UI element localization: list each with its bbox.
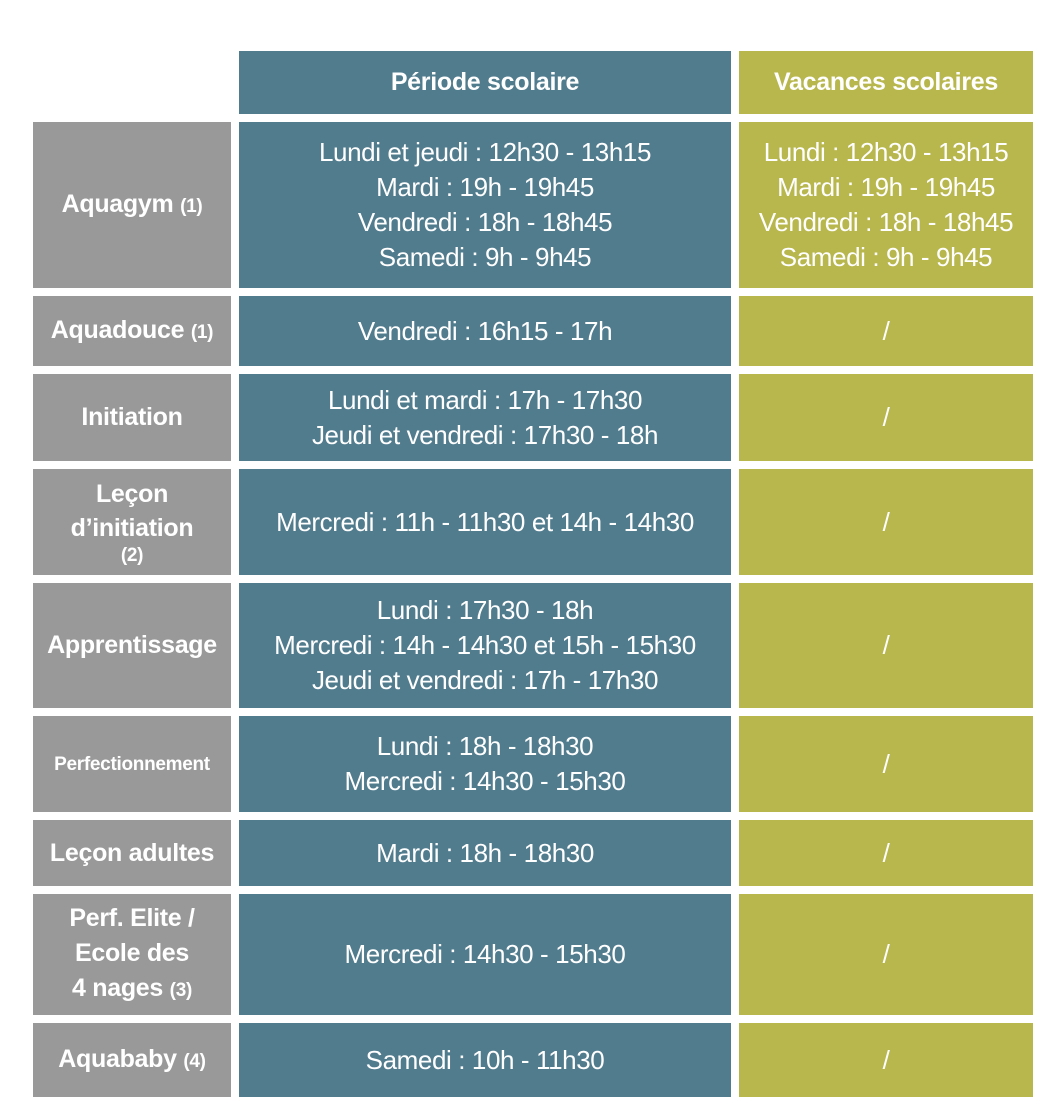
no-session-slash: / <box>882 506 890 537</box>
schedule-line: Samedi : 9h - 9h45 <box>779 242 993 272</box>
school-schedule-aquababy: Samedi : 10h - 11h30 <box>239 1023 731 1097</box>
activity-label: Perfectionnement <box>54 753 210 775</box>
header-school-period: Période scolaire <box>239 51 731 114</box>
footnote-ref: (1) <box>180 195 203 217</box>
schedule-line: Vendredi : 18h - 18h45 <box>357 207 613 237</box>
schedule-line: Jeudi et vendredi : 17h - 17h30 <box>311 665 659 695</box>
schedule-line: Mercredi : 14h30 - 15h30 <box>344 766 626 796</box>
schedule-line: Samedi : 9h - 9h45 <box>378 242 592 272</box>
schedule-line: Lundi et jeudi : 12h30 - 13h15 <box>318 137 652 167</box>
activity-perfectionnement: Perfectionnement <box>33 716 231 812</box>
header-school-holidays: Vacances scolaires <box>739 51 1033 114</box>
schedule-line: Vendredi : 18h - 18h45 <box>758 207 1014 237</box>
activity-label: Apprentissage <box>47 631 217 659</box>
holiday-schedule-apprentissage: / <box>739 583 1033 708</box>
schedule-line: Samedi : 10h - 11h30 <box>365 1044 605 1075</box>
school-schedule-aquadouce: Vendredi : 16h15 - 17h <box>239 296 731 366</box>
activity-label: Ecole des <box>74 939 190 967</box>
holiday-schedule-aquadouce: / <box>739 296 1033 366</box>
school-schedule-perfectionnement: Lundi : 18h - 18h30 Mercredi : 14h30 - 1… <box>239 716 731 812</box>
no-session-slash: / <box>882 748 890 779</box>
footnote-ref: (4) <box>183 1050 206 1072</box>
header-school-period-label: Période scolaire <box>390 68 580 96</box>
schedule-line: Lundi : 17h30 - 18h <box>376 595 594 625</box>
schedule-line: Mercredi : 14h30 - 15h30 <box>344 939 626 969</box>
activity-lecon-initiation: Leçon d’initiation (2) <box>33 469 231 575</box>
schedule-line: Lundi : 12h30 - 13h15 <box>763 137 1009 167</box>
no-session-slash: / <box>882 1044 890 1075</box>
school-schedule-aquagym: Lundi et jeudi : 12h30 - 13h15 Mardi : 1… <box>239 122 731 288</box>
school-schedule-apprentissage: Lundi : 17h30 - 18h Mercredi : 14h - 14h… <box>239 583 731 708</box>
holiday-schedule-perfectionnement: / <box>739 716 1033 812</box>
activity-label: Initiation <box>81 403 183 431</box>
holiday-schedule-aquababy: / <box>739 1023 1033 1097</box>
schedule-line: Mercredi : 14h - 14h30 et 15h - 15h30 <box>274 630 696 660</box>
activity-label: d’initiation <box>70 514 194 542</box>
footnote-ref: (1) <box>190 321 214 343</box>
holiday-schedule-lecon-adultes: / <box>739 820 1033 886</box>
schedule-line: Lundi et mardi : 17h - 17h30 <box>327 384 643 415</box>
no-session-slash: / <box>882 402 890 432</box>
activity-apprentissage: Apprentissage <box>33 583 231 708</box>
holiday-schedule-perf-elite: / <box>739 894 1033 1015</box>
schedule-line: Vendredi : 16h15 - 17h <box>357 315 613 346</box>
school-schedule-lecon-adultes: Mardi : 18h - 18h30 <box>239 820 731 886</box>
no-session-slash: / <box>882 837 890 868</box>
no-session-slash: / <box>882 315 890 346</box>
holiday-schedule-initiation: / <box>739 374 1033 461</box>
school-schedule-perf-elite: Mercredi : 14h30 - 15h30 <box>239 894 731 1015</box>
footnote-ref: (3) <box>169 980 193 1001</box>
header-school-holidays-label: Vacances scolaires <box>774 68 998 96</box>
activity-label: Aquadouce <box>50 315 185 344</box>
activity-initiation: Initiation <box>33 374 231 461</box>
schedule-line: Lundi : 18h - 18h30 <box>376 731 594 761</box>
activity-label: Aquababy <box>58 1044 177 1073</box>
no-session-slash: / <box>882 630 890 660</box>
holiday-schedule-lecon-initiation: / <box>739 469 1033 575</box>
schedule-line: Jeudi et vendredi : 17h30 - 18h <box>311 419 659 450</box>
schedule-line: Mardi : 19h - 19h45 <box>777 172 995 202</box>
schedule-line: Mardi : 19h - 19h45 <box>376 172 594 202</box>
activity-label: Perf. Elite / <box>69 904 195 932</box>
activity-label: Aquagym <box>61 189 174 218</box>
footnote-ref: (2) <box>120 545 144 566</box>
activity-label: Leçon adultes <box>49 838 215 867</box>
activity-aquadouce: Aquadouce (1) <box>33 296 231 366</box>
activity-aquababy: Aquababy (4) <box>33 1023 231 1097</box>
school-schedule-lecon-initiation: Mercredi : 11h - 11h30 et 14h - 14h30 <box>239 469 731 575</box>
no-session-slash: / <box>882 939 890 969</box>
activity-perf-elite: Perf. Elite / Ecole des 4 nages (3) <box>33 894 231 1015</box>
activity-lecon-adultes: Leçon adultes <box>33 820 231 886</box>
schedule-line: Mercredi : 11h - 11h30 et 14h - 14h30 <box>276 506 694 537</box>
activity-aquagym: Aquagym (1) <box>33 122 231 288</box>
school-schedule-initiation: Lundi et mardi : 17h - 17h30 Jeudi et ve… <box>239 374 731 461</box>
activity-label: 4 nages <box>72 974 164 1002</box>
activity-label: Leçon <box>95 480 169 508</box>
schedule-line: Mardi : 18h - 18h30 <box>376 837 594 868</box>
holiday-schedule-aquagym: Lundi : 12h30 - 13h15 Mardi : 19h - 19h4… <box>739 122 1033 288</box>
